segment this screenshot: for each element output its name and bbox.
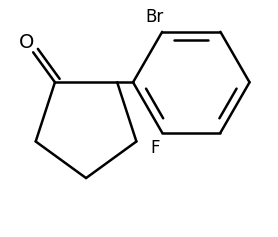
Text: F: F: [150, 139, 160, 157]
Text: Br: Br: [146, 8, 164, 26]
Text: O: O: [18, 33, 34, 52]
